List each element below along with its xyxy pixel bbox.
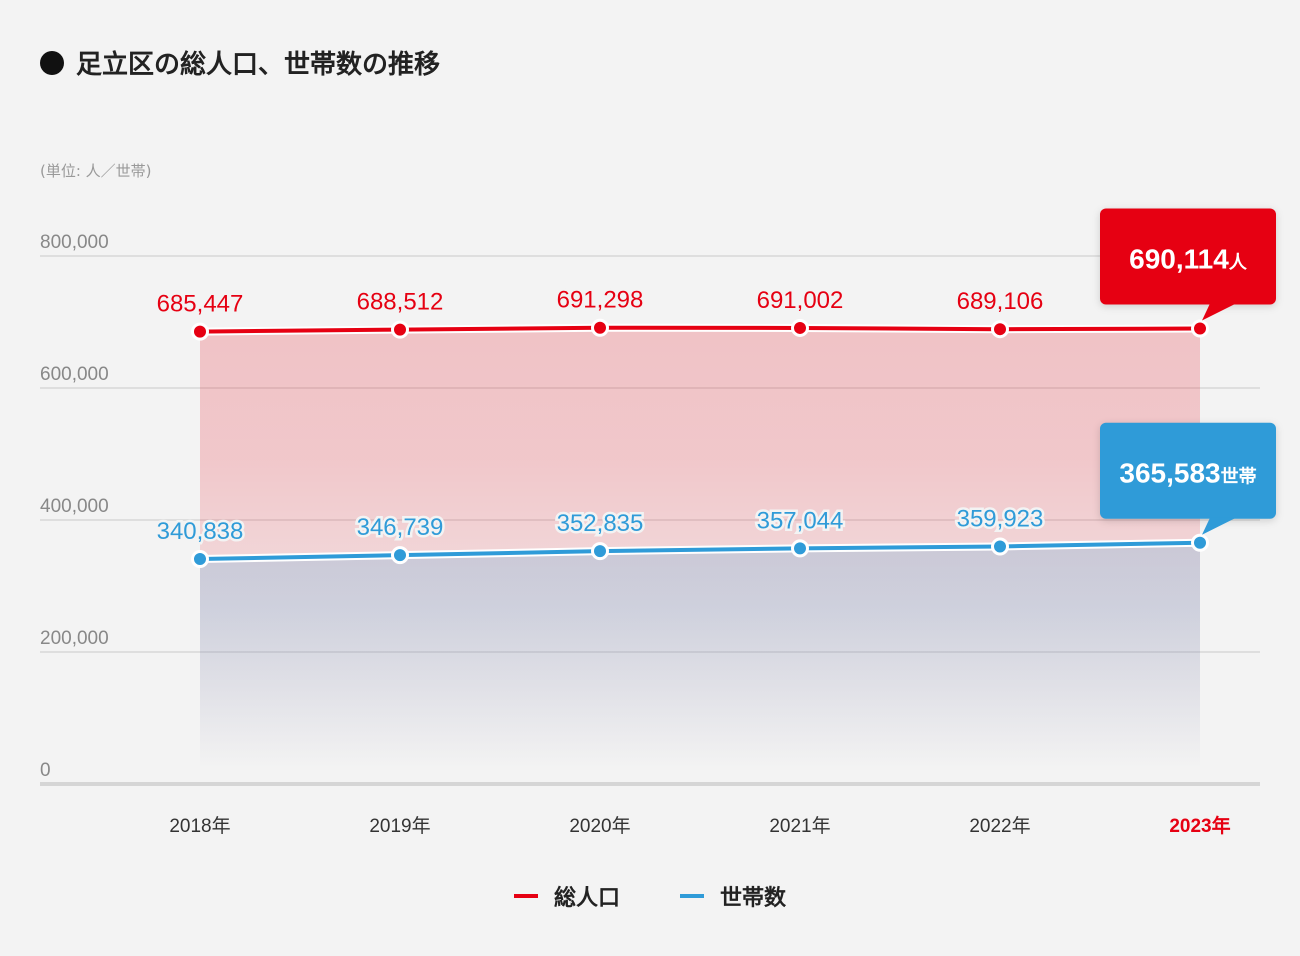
x-tick-label: 2020年: [569, 815, 630, 837]
callout-unit: 世帯: [1221, 466, 1257, 487]
x-tick-label: 2023年: [1169, 814, 1230, 837]
callout-box: [1100, 422, 1276, 519]
data-label: 689,106: [957, 288, 1044, 315]
callout-unit: 人: [1229, 253, 1248, 273]
data-point: [1191, 533, 1209, 552]
data-label: 340,838: [157, 518, 244, 545]
callout-number: 690,114: [1129, 244, 1229, 275]
y-tick-label: 800,000: [40, 232, 109, 253]
data-point: [791, 318, 809, 337]
unit-label: (単位: 人／世帯): [40, 162, 152, 180]
data-label: 688,512: [357, 289, 444, 316]
x-tick-label: 2022年: [969, 815, 1030, 837]
data-label: 357,044: [757, 507, 844, 534]
legend-swatch: [513, 894, 538, 898]
x-tick-label: 2019年: [369, 815, 430, 837]
data-point: [591, 318, 609, 337]
data-point: [391, 320, 409, 339]
y-tick-label: 200,000: [40, 628, 109, 649]
data-point: [791, 539, 809, 558]
data-point: [991, 320, 1009, 339]
y-tick-label: 400,000: [40, 496, 109, 517]
x-tick-label: 2021年: [769, 815, 830, 837]
series-line-0: [199, 325, 1201, 334]
series-line-1: [199, 540, 1201, 562]
data-label: 346,739: [357, 514, 444, 541]
legend: 総人口 世帯数: [0, 880, 1300, 912]
legend-item-population: 総人口: [513, 880, 620, 912]
data-label: 691,298: [557, 287, 644, 314]
area-households: [200, 542, 1200, 768]
data-label: 359,923: [957, 505, 1044, 532]
legend-swatch: [680, 894, 704, 898]
data-label: 691,002: [757, 287, 844, 314]
callout-value: 690,114人: [1129, 244, 1248, 275]
y-tick-label: 600,000: [40, 364, 109, 385]
callout-pointer: [1202, 517, 1236, 535]
data-label: 685,447: [157, 291, 244, 318]
legend-item-households: 世帯数: [680, 880, 786, 912]
callout-box: [1100, 208, 1276, 305]
callout-value: 365,583世帯: [1119, 458, 1256, 489]
data-label: 352,835: [557, 510, 644, 537]
data-point: [591, 542, 609, 561]
callout-pointer: [1202, 303, 1236, 321]
x-tick-label: 2018年: [169, 815, 230, 837]
y-tick-label: 0: [40, 760, 51, 781]
data-point: [991, 537, 1009, 556]
data-point: [391, 546, 409, 565]
bullet-icon: [40, 50, 64, 75]
chart-title: 足立区の総人口、世帯数の推移: [40, 44, 440, 81]
data-point: [191, 322, 209, 341]
data-point: [1191, 319, 1209, 338]
callout-number: 365,583: [1119, 458, 1220, 489]
data-point: [191, 550, 209, 569]
